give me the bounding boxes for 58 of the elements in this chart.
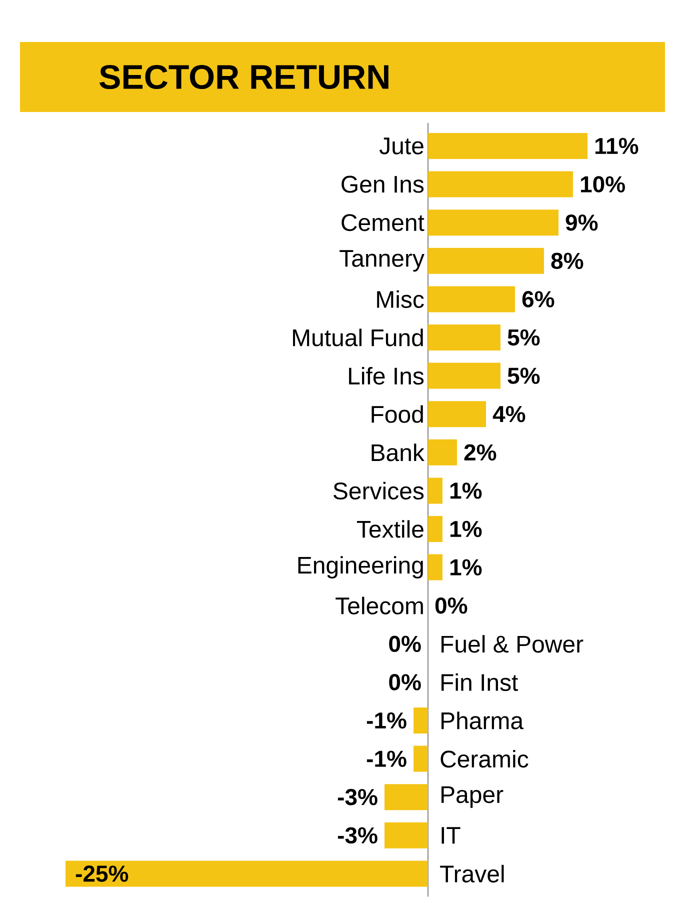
y-tick-label: Cement (342, 214, 424, 232)
bar (428, 554, 442, 580)
data-label: 1% (450, 520, 482, 538)
bar (384, 822, 428, 848)
y-tick-label: Pharma (442, 712, 524, 730)
y-tick-label: Telecom (336, 596, 423, 614)
bar (428, 478, 442, 504)
bar (428, 401, 486, 428)
bar (414, 746, 428, 772)
data-label: 1% (450, 482, 482, 499)
y-tick-label: Engineering (298, 556, 423, 578)
y-tick-label: Fuel & Power (442, 635, 584, 653)
bar (428, 210, 558, 236)
y-tick-label: Mutual Fund (293, 328, 423, 346)
data-label: 5% (508, 329, 540, 346)
y-tick-label: Ceramic (440, 750, 528, 768)
y-tick-label: Paper (442, 786, 504, 808)
y-tick-label: Fin Inst (442, 673, 518, 692)
data-label: 4% (492, 406, 526, 422)
y-tick-label: Food (372, 405, 423, 423)
data-label: -25% (76, 866, 128, 882)
y-tick-label: Textile (356, 520, 424, 538)
bar (414, 707, 428, 734)
bar (428, 171, 573, 198)
data-label: 1% (450, 559, 482, 576)
y-tick-label: Gen Ins (342, 176, 424, 193)
bar (66, 860, 428, 887)
bar (428, 516, 442, 542)
data-label: -1% (366, 750, 406, 767)
bar (384, 784, 428, 810)
chart-title: SECTOR RETURN (100, 64, 388, 90)
data-label: 10% (580, 176, 625, 192)
data-label: 6% (522, 291, 554, 308)
data-label: 11% (595, 138, 638, 154)
bar (428, 324, 500, 350)
y-tick-label: Services (334, 482, 424, 500)
data-label: 9% (566, 214, 598, 231)
bar (428, 132, 588, 159)
bar (428, 248, 544, 274)
bar (428, 286, 515, 312)
y-tick-label: Life Ins (349, 366, 424, 385)
y-tick-label: Jute (379, 138, 424, 154)
bar (428, 439, 457, 466)
data-label: 8% (551, 252, 584, 270)
y-tick-label: Tannery (340, 250, 424, 272)
y-tick-label: Bank (372, 444, 424, 462)
data-label: -1% (366, 712, 406, 729)
y-tick-label: IT (442, 827, 460, 844)
y-tick-label: Misc (377, 290, 424, 308)
data-label: -3% (338, 827, 378, 844)
y-tick-label: Travel (440, 864, 504, 883)
data-label: -3% (338, 788, 378, 806)
data-label: 0% (389, 636, 421, 652)
data-label: 0% (435, 597, 468, 614)
data-label: 2% (464, 444, 496, 461)
data-label: 5% (508, 368, 540, 384)
data-label: 0% (389, 674, 421, 690)
bar (428, 362, 500, 389)
